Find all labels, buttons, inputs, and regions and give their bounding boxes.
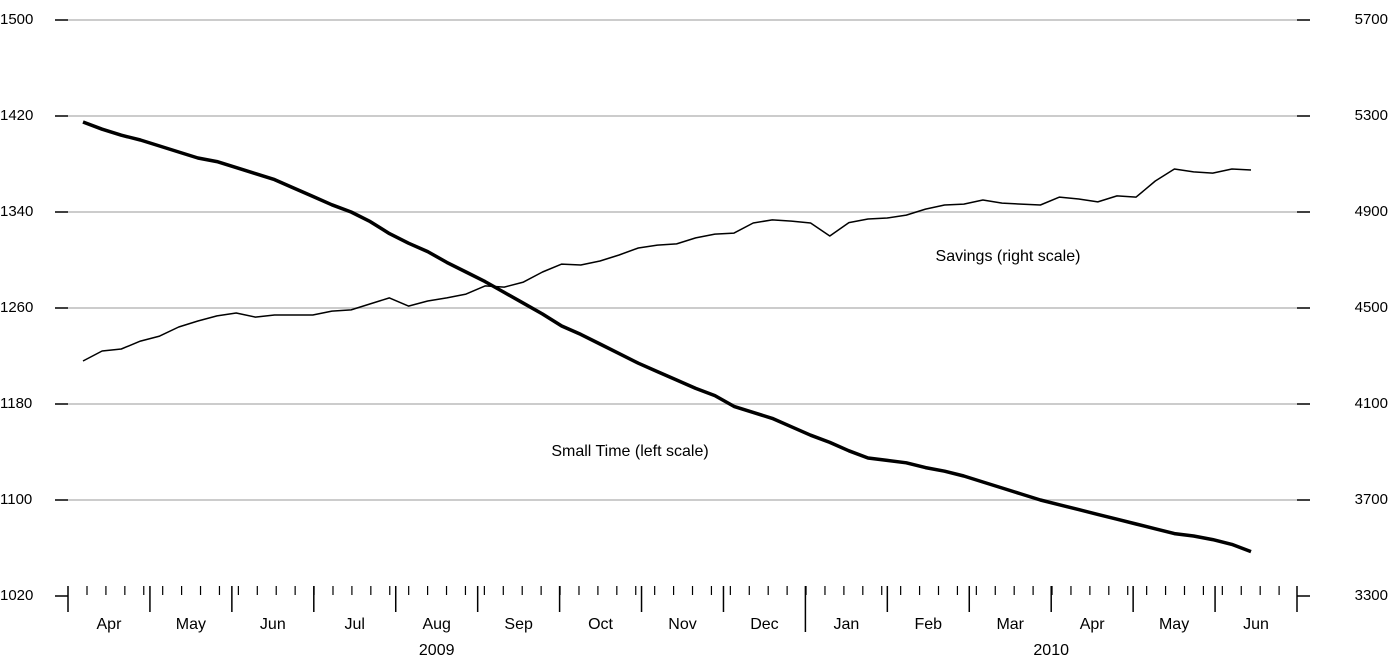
y2-tick-label: 5700: [1355, 11, 1388, 28]
x-tick-label: Aug: [422, 616, 450, 633]
x-tick-label: May: [1159, 616, 1189, 633]
y-tick-label: 1020: [0, 587, 33, 604]
x-tick-label: Dec: [750, 616, 778, 633]
y2-tick-label: 4900: [1355, 203, 1388, 220]
x-tick-label: Apr: [1080, 616, 1106, 633]
y-tick-label: 1420: [0, 107, 33, 124]
x-tick-label: Apr: [97, 616, 123, 633]
x-group-label: 2009: [419, 642, 455, 659]
y2-tick-label: 5300: [1355, 107, 1388, 124]
y2-tick-label: 4100: [1355, 395, 1388, 412]
x-tick-label: Jun: [260, 616, 286, 633]
y2-tick-label: 3700: [1355, 491, 1388, 508]
x-tick-label: Mar: [996, 616, 1024, 633]
x-tick-label: Jun: [1243, 616, 1269, 633]
y-tick-label: 1500: [0, 11, 33, 28]
y2-tick-label: 3300: [1355, 587, 1388, 604]
series-line: [82, 120, 1252, 554]
series-annotation: Savings (right scale): [936, 248, 1081, 265]
x-tick-label: Nov: [668, 616, 696, 633]
y-tick-label: 1100: [0, 491, 32, 508]
x-tick-label: May: [176, 616, 206, 633]
y-tick-label: 1180: [0, 395, 32, 412]
x-tick-label: Jul: [345, 616, 365, 633]
series-annotation: Small Time (left scale): [551, 443, 708, 460]
x-tick-label: Jan: [833, 616, 859, 633]
y2-tick-label: 4500: [1355, 299, 1388, 316]
x-tick-label: Feb: [915, 616, 943, 633]
series-line: [82, 168, 1252, 362]
x-group-label: 2010: [1033, 642, 1069, 659]
x-tick-label: Oct: [588, 616, 613, 633]
y-tick-label: 1340: [0, 203, 33, 220]
y-tick-label: 1260: [0, 299, 33, 316]
x-tick-label: Sep: [504, 616, 533, 633]
